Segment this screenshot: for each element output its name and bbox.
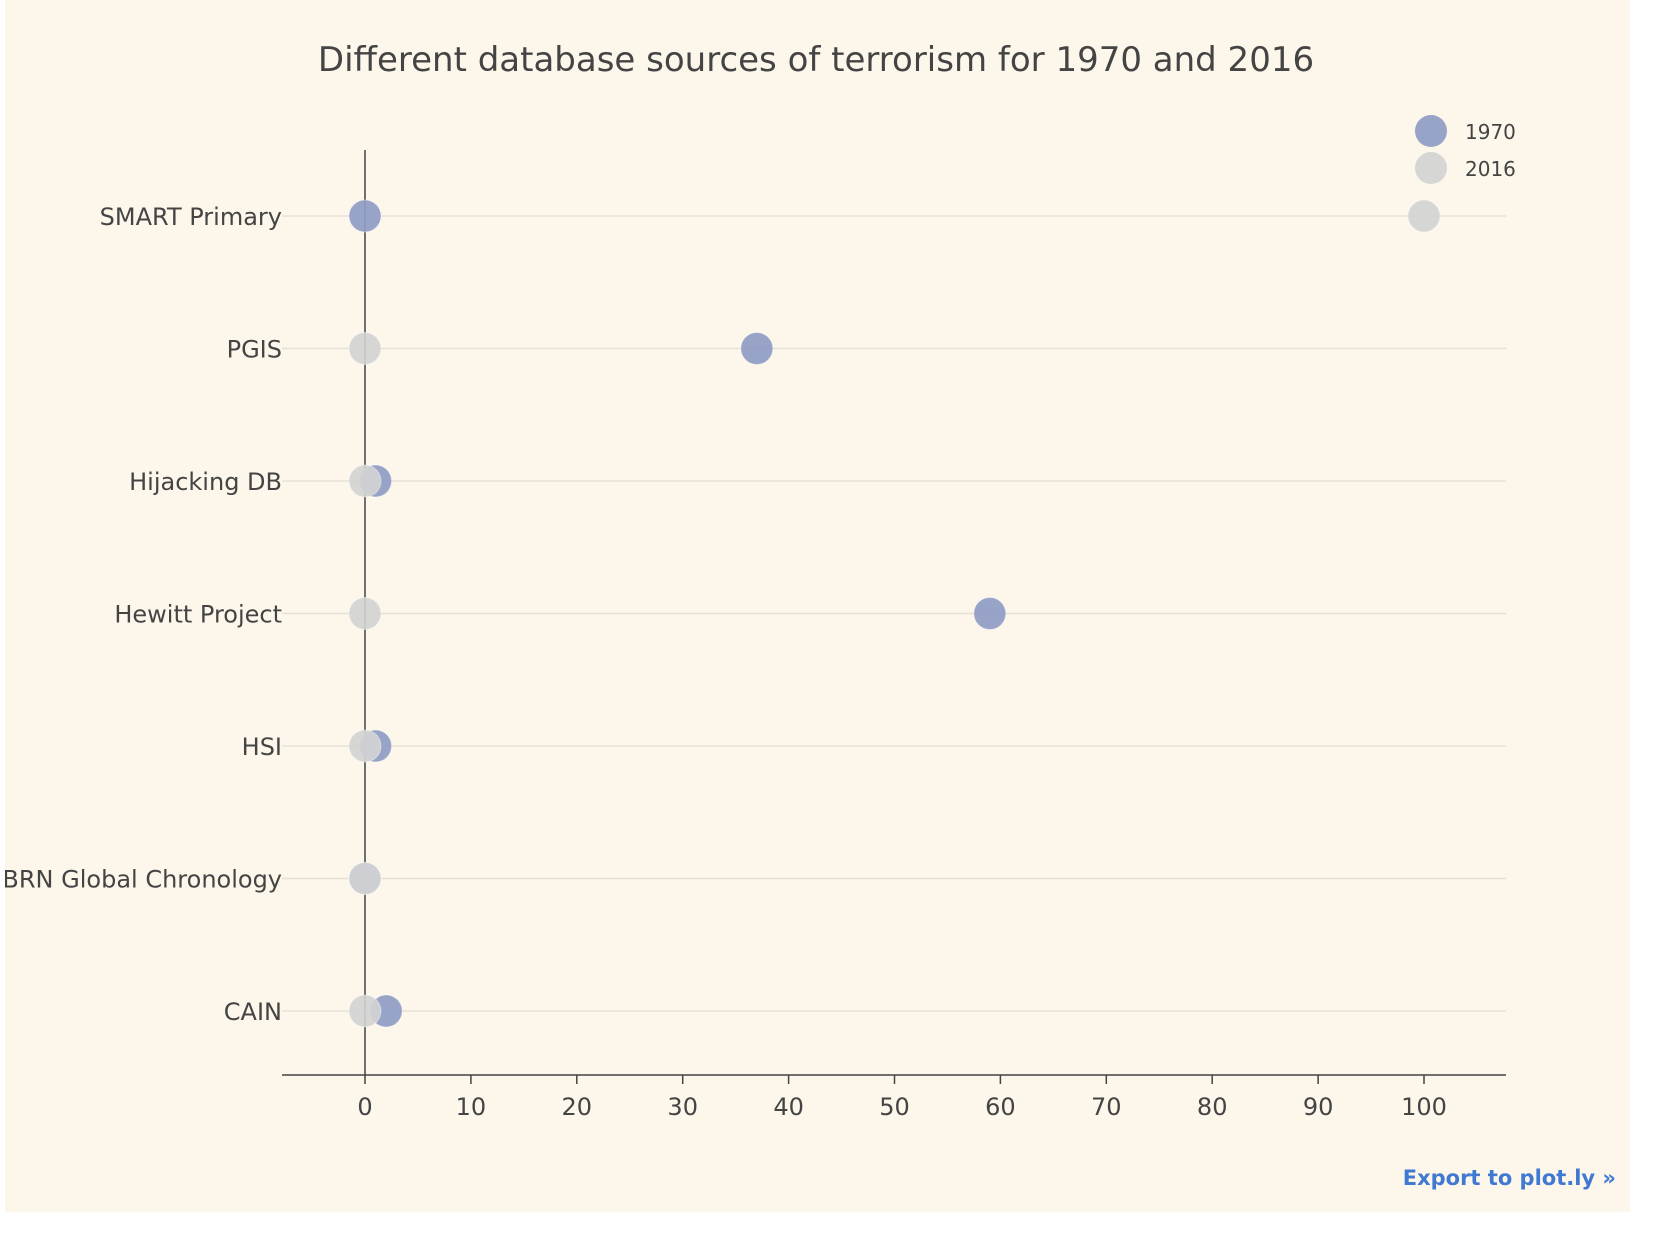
legend-marker	[1415, 152, 1447, 184]
legend[interactable]: 1970 2016	[1415, 115, 1516, 184]
legend-item-2016[interactable]: 2016	[1415, 152, 1516, 184]
x-tick-label: 10	[456, 1093, 487, 1121]
legend-label: 1970	[1465, 120, 1516, 144]
x-tick-label: 70	[1091, 1093, 1122, 1121]
y-tick-label: Hewitt Project	[114, 601, 282, 629]
point-2016[interactable]	[348, 862, 382, 895]
axis-layer	[282, 150, 1506, 1084]
point-2016[interactable]	[348, 464, 382, 498]
x-tick-label: 90	[1303, 1093, 1334, 1121]
chart-title: Different database sources of terrorism …	[318, 40, 1314, 80]
data-points[interactable]	[348, 199, 1441, 1028]
y-tick-label: SMART Primary	[100, 203, 282, 231]
x-tick-label: 20	[562, 1093, 593, 1121]
y-tick-labels: SMART Primary PGIS Hijacking DB Hewitt Proj…	[5, 203, 282, 1026]
legend-item-1970[interactable]: 1970	[1415, 115, 1516, 147]
y-tick-label: HSI	[242, 733, 282, 761]
y-tick-label: CAIN	[224, 998, 282, 1026]
x-tick-label: 30	[667, 1093, 698, 1121]
x-tick-label: 60	[985, 1093, 1016, 1121]
x-tick-label: 50	[879, 1093, 910, 1121]
x-tick-label: 100	[1401, 1093, 1447, 1121]
point-2016[interactable]	[348, 729, 382, 763]
point-2016[interactable]	[348, 597, 382, 630]
x-tick-label: 0	[357, 1093, 372, 1121]
x-tick-labels: 0 10 20 30 40 50 60 70 80 90 100	[357, 1093, 1447, 1121]
legend-marker	[1415, 115, 1447, 147]
export-to-plotly-link[interactable]: Export to plot.ly »	[1402, 1166, 1616, 1190]
point-2016[interactable]	[1407, 199, 1441, 233]
grid-layer	[282, 215, 1506, 1012]
y-tick-label: CBRN Global Chronology	[5, 866, 282, 894]
point-1970[interactable]	[740, 332, 774, 365]
point-2016[interactable]	[348, 994, 382, 1028]
x-tick-label: 40	[773, 1093, 804, 1121]
point-1970[interactable]	[348, 199, 382, 233]
plot-container: Different database sources of terrorism …	[5, 0, 1630, 1212]
y-tick-label: Hijacking DB	[129, 468, 282, 496]
scatter-chart: Different database sources of terrorism …	[5, 40, 1516, 1121]
legend-label: 2016	[1465, 157, 1516, 181]
y-tick-label: PGIS	[227, 336, 282, 364]
point-2016[interactable]	[348, 332, 382, 365]
x-tick-label: 80	[1197, 1093, 1228, 1121]
point-1970[interactable]	[973, 597, 1007, 630]
